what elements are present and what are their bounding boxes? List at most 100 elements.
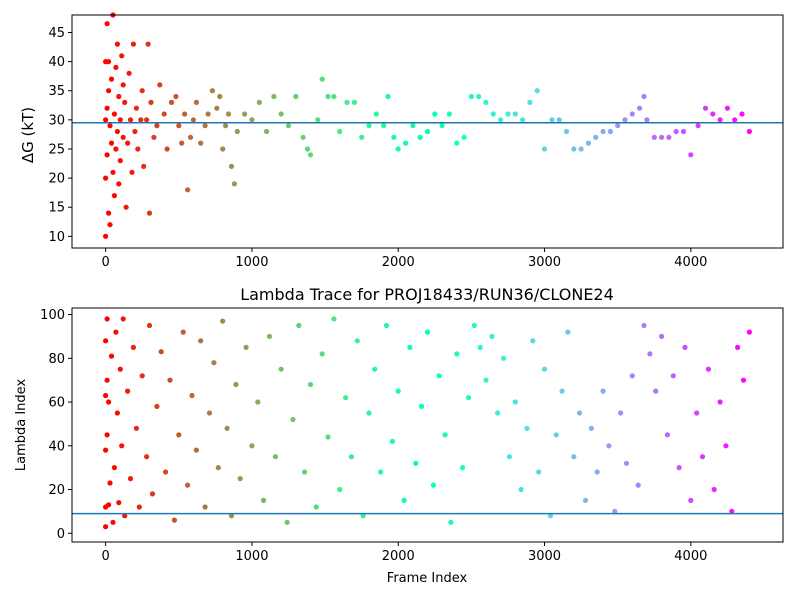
lambda-point	[372, 366, 378, 372]
dg-point	[641, 93, 647, 100]
dg-point	[116, 181, 122, 187]
lambda-point	[103, 524, 109, 530]
dg-point	[151, 134, 157, 140]
lambda-point	[623, 460, 630, 466]
lambda-point	[176, 432, 182, 438]
lambda-point	[202, 504, 208, 510]
dg-point	[103, 117, 109, 123]
lambda-point	[740, 377, 747, 383]
lambda-point	[465, 395, 472, 401]
lambda-point	[536, 469, 542, 475]
lambda-point	[107, 480, 113, 486]
dg-point	[190, 117, 196, 123]
dg-point	[202, 123, 208, 129]
lambda-point	[664, 432, 671, 438]
dg-point	[119, 53, 125, 59]
lambda-point	[233, 381, 239, 388]
dg-point	[103, 233, 109, 239]
dg-point	[446, 111, 452, 117]
dg-point	[117, 158, 123, 164]
lambda-point	[378, 469, 384, 475]
dg-point	[319, 76, 325, 82]
lambda-plot-area	[72, 316, 783, 530]
dg-point	[315, 117, 321, 123]
lambda-point	[103, 338, 109, 344]
lambda-point	[477, 344, 483, 350]
lambda-point	[460, 465, 466, 471]
dg-point	[534, 88, 540, 94]
dg-point	[666, 134, 672, 140]
lambda-point	[111, 465, 117, 471]
dg-point	[113, 146, 119, 152]
lambda-point	[735, 344, 741, 350]
lambda-y-axis-label: Lambda Index	[14, 379, 29, 472]
lambda-point	[682, 344, 688, 350]
dg-point	[659, 134, 665, 140]
dg-point	[130, 41, 136, 47]
dg-point	[549, 117, 555, 123]
lambda-point	[117, 366, 123, 372]
dg-point	[122, 99, 128, 105]
y-tick-label: 40	[48, 439, 65, 454]
dg-point	[231, 181, 237, 187]
lambda-point	[228, 513, 235, 519]
lambda-point	[424, 329, 431, 335]
lambda-point	[354, 338, 360, 344]
dg-point	[113, 64, 119, 70]
lambda-point	[547, 513, 554, 519]
dg-point	[391, 134, 397, 140]
dg-point	[132, 128, 138, 135]
dg-point	[126, 70, 132, 76]
x-tick-label: 3000	[528, 549, 561, 564]
x-tick-label: 0	[102, 549, 110, 564]
dg-ticks: 0 1000 2000 3000 4000 10 15 20 25 30 35 40 45	[48, 26, 707, 270]
dg-point	[179, 140, 185, 146]
dg-y-axis-label: ΔG (kT)	[19, 107, 37, 163]
lambda-point	[237, 476, 243, 482]
dg-point	[622, 117, 628, 123]
lambda-point	[325, 434, 331, 440]
dg-point	[107, 123, 113, 129]
lambda-point	[348, 454, 354, 460]
dg-point	[432, 111, 438, 117]
lambda-point	[541, 366, 548, 372]
dg-point	[739, 111, 745, 117]
lambda-point	[694, 410, 700, 416]
lambda-point	[337, 486, 343, 493]
lambda-point	[729, 508, 735, 514]
lambda-point	[133, 425, 139, 431]
lambda-point	[113, 329, 119, 335]
lambda-point	[139, 373, 145, 379]
dg-point	[157, 82, 163, 88]
dg-point	[139, 88, 145, 94]
lambda-point	[110, 519, 116, 525]
dg-point	[111, 111, 117, 117]
dg-point	[673, 128, 679, 135]
lambda-point	[647, 351, 653, 357]
dg-point	[651, 134, 657, 140]
dg-point	[106, 88, 112, 94]
lambda-point	[215, 465, 221, 471]
lambda-point	[313, 504, 319, 510]
dg-point	[680, 128, 687, 135]
x-tick-label: 3000	[528, 255, 561, 270]
lambda-point	[249, 443, 255, 449]
dg-point	[293, 93, 299, 100]
y-tick-label: 40	[48, 55, 65, 70]
lambda-point	[553, 432, 559, 438]
y-tick-label: 25	[48, 142, 65, 157]
dg-point	[366, 123, 372, 129]
dg-point	[225, 111, 232, 117]
dg-point	[344, 99, 350, 105]
lambda-point	[659, 333, 665, 339]
dg-point	[135, 146, 141, 152]
dg-point	[138, 117, 144, 123]
lambda-point	[119, 443, 125, 449]
dg-point	[600, 128, 606, 135]
dg-point	[193, 99, 199, 105]
lambda-point	[307, 381, 314, 388]
lambda-point	[120, 316, 126, 322]
dg-point	[505, 111, 511, 117]
lambda-point	[366, 410, 372, 416]
lambda-point	[206, 410, 213, 416]
